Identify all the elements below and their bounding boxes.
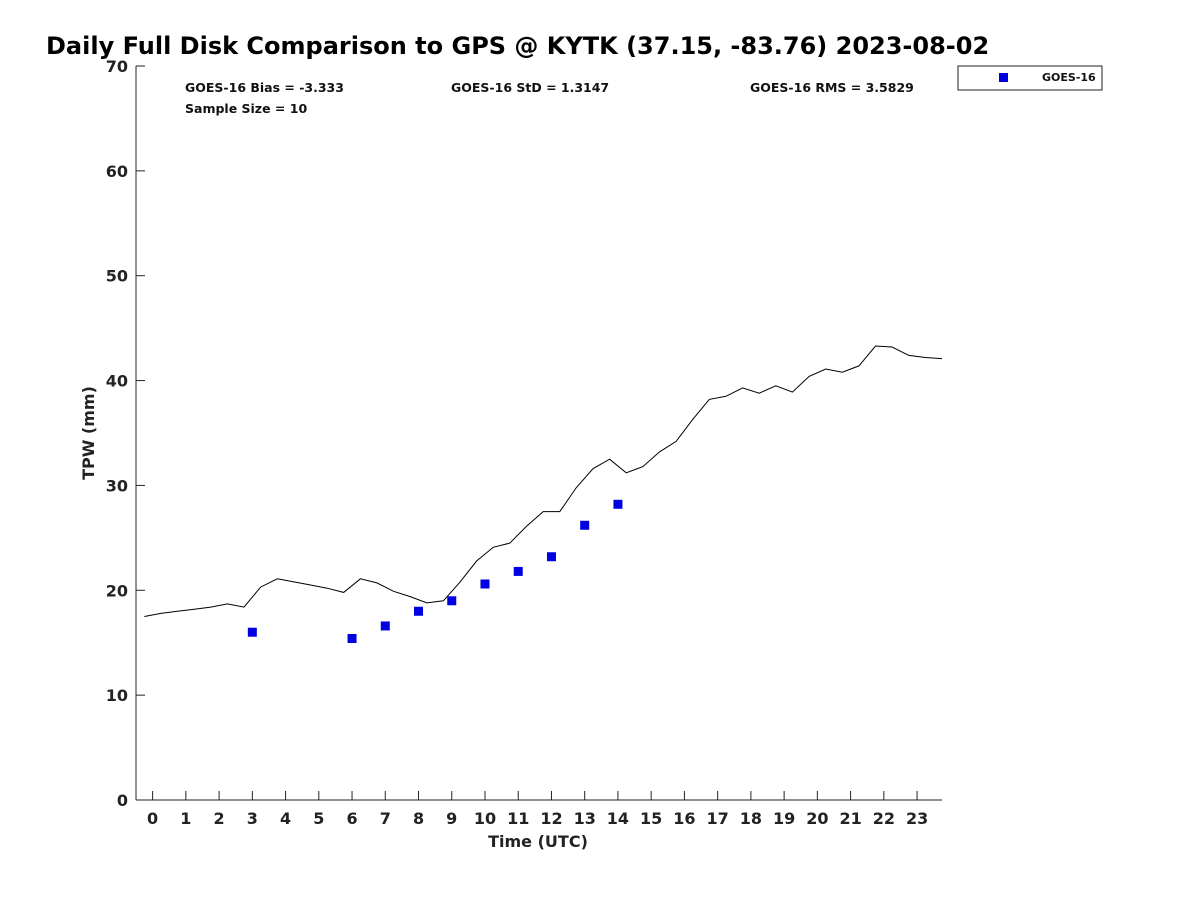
x-tick-label-4: 4 bbox=[280, 809, 291, 828]
x-tick-label-23: 23 bbox=[906, 809, 928, 828]
goes-16-point bbox=[580, 520, 590, 530]
series-line-gps bbox=[144, 345, 943, 617]
x-tick-label-3: 3 bbox=[247, 809, 258, 828]
x-tick-label-1: 1 bbox=[180, 809, 191, 828]
x-tick-label-19: 19 bbox=[773, 809, 795, 828]
goes-16-point bbox=[480, 579, 490, 589]
goes-16-point bbox=[447, 596, 457, 606]
y-tick-label-0: 0 bbox=[117, 791, 128, 810]
x-tick-label-16: 16 bbox=[673, 809, 695, 828]
series-layer bbox=[144, 345, 943, 644]
legend-box bbox=[957, 65, 1103, 91]
x-tick-label-9: 9 bbox=[446, 809, 457, 828]
stat-std: GOES-16 StD = 1.3147 bbox=[451, 80, 609, 95]
y-axis-ticks: 0 10 20 30 40 50 60 70 bbox=[106, 57, 145, 810]
goes-16-point bbox=[513, 566, 523, 576]
goes-16-point bbox=[546, 552, 556, 562]
goes-16-point bbox=[613, 499, 623, 509]
x-tick-label-2: 2 bbox=[214, 809, 225, 828]
x-tick-label-13: 13 bbox=[574, 809, 596, 828]
plot-area bbox=[136, 66, 942, 800]
y-tick-label-50: 50 bbox=[106, 267, 128, 286]
legend-label-goes-16: GOES-16 bbox=[1042, 71, 1096, 84]
x-tick-label-20: 20 bbox=[806, 809, 828, 828]
y-tick-label-40: 40 bbox=[106, 372, 128, 391]
legend: GOES-16 bbox=[957, 65, 1103, 91]
y-tick-label-30: 30 bbox=[106, 476, 128, 495]
stat-rms: GOES-16 RMS = 3.5829 bbox=[750, 80, 914, 95]
x-axis-ticks: 0 1 2 3 4 5 6 7 8 9 10 11 12 13 14 15 16 17 18 19 20 21 22 23 bbox=[147, 791, 928, 828]
legend-marker-goes-16 bbox=[999, 73, 1008, 82]
x-tick-label-17: 17 bbox=[707, 809, 729, 828]
goes-16-point bbox=[414, 606, 424, 616]
x-tick-label-7: 7 bbox=[380, 809, 391, 828]
x-tick-label-10: 10 bbox=[474, 809, 496, 828]
x-tick-label-15: 15 bbox=[640, 809, 662, 828]
y-tick-label-10: 10 bbox=[106, 686, 128, 705]
x-tick-label-0: 0 bbox=[147, 809, 158, 828]
y-tick-label-20: 20 bbox=[106, 581, 128, 600]
x-tick-label-12: 12 bbox=[540, 809, 562, 828]
chart-title: Daily Full Disk Comparison to GPS @ KYTK… bbox=[46, 32, 989, 60]
x-tick-label-14: 14 bbox=[607, 809, 629, 828]
x-tick-label-21: 21 bbox=[839, 809, 861, 828]
x-axis-label: Time (UTC) bbox=[488, 832, 588, 851]
x-tick-label-6: 6 bbox=[346, 809, 357, 828]
goes-16-point bbox=[247, 627, 257, 637]
y-axis-label: TPW (mm) bbox=[79, 386, 98, 480]
stat-sample-size: Sample Size = 10 bbox=[185, 101, 307, 116]
x-tick-label-5: 5 bbox=[313, 809, 324, 828]
y-tick-label-60: 60 bbox=[106, 162, 128, 181]
stat-bias: GOES-16 Bias = -3.333 bbox=[185, 80, 344, 95]
x-tick-label-8: 8 bbox=[413, 809, 424, 828]
x-tick-label-11: 11 bbox=[507, 809, 529, 828]
goes-16-point bbox=[380, 621, 390, 631]
x-tick-label-22: 22 bbox=[873, 809, 895, 828]
y-tick-label-70: 70 bbox=[106, 57, 128, 76]
x-tick-label-18: 18 bbox=[740, 809, 762, 828]
goes-16-point bbox=[347, 634, 357, 644]
